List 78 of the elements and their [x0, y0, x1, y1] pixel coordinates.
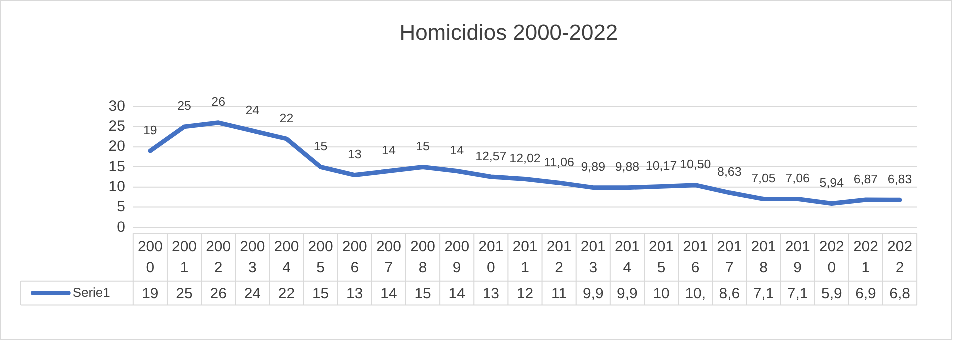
text: 6,83: [888, 172, 912, 186]
data-label: 13: [346, 285, 364, 302]
text: 19: [144, 123, 158, 138]
data-label: 13: [482, 285, 500, 302]
x-tick-label: 2008: [410, 238, 436, 277]
text: 11,06: [544, 155, 574, 170]
data-label: 12: [516, 285, 534, 302]
data-label: 14: [448, 285, 466, 302]
x-tick-label: 2007: [376, 238, 402, 277]
text: 7,05: [752, 172, 776, 186]
data-label: 6,8: [890, 285, 910, 302]
data-label: 26: [210, 285, 227, 302]
data-label: 19: [142, 285, 159, 302]
x-tick-label: 2000: [138, 238, 163, 277]
text: 9,89: [581, 160, 606, 174]
data-label: 9,9: [617, 285, 638, 302]
data-label: 15: [414, 285, 432, 302]
data-label: 6,9: [856, 285, 876, 302]
data-label: 10: [653, 285, 670, 302]
text: 7,06: [786, 172, 810, 186]
x-tick-label: 2016: [683, 238, 708, 277]
text: 14: [382, 144, 396, 158]
data-label: 14: [380, 285, 398, 302]
x-tick-label: 2018: [751, 238, 776, 277]
data-label: 5,9: [821, 285, 842, 302]
text: 6,87: [854, 172, 878, 186]
data-label: 7,1: [753, 285, 774, 302]
text: 10,17: [646, 159, 678, 173]
text: 12,57: [476, 149, 507, 164]
x-tick-label: 2019: [785, 238, 810, 277]
data-label: 22: [278, 285, 296, 302]
data-label: 25: [176, 285, 193, 302]
text: 13: [348, 148, 362, 162]
legend-label: Serie1: [72, 284, 110, 300]
text: 15: [416, 140, 430, 154]
data-label: 9,9: [582, 285, 604, 302]
y-tick-label: 15: [108, 158, 126, 176]
data-label: 8,6: [719, 285, 740, 302]
x-tick-label: 2002: [206, 238, 232, 277]
text: 25: [178, 99, 192, 114]
x-tick-label: 2022: [888, 238, 913, 277]
x-tick-label: 2011: [512, 238, 538, 277]
chart-title: Homicidios 2000-2022: [400, 20, 618, 46]
x-tick-label: 2017: [717, 238, 742, 277]
x-tick-label: 2001: [172, 238, 198, 277]
text: 24: [246, 103, 260, 118]
x-tick-label: 2010: [478, 238, 504, 277]
x-tick-label: 2014: [614, 238, 640, 277]
text: 22: [280, 111, 294, 126]
y-tick-label: 30: [108, 98, 126, 115]
x-tick-label: 2020: [819, 238, 844, 277]
data-label: 11: [552, 285, 568, 302]
x-tick-label: 2003: [240, 238, 266, 277]
text: 10,50: [680, 158, 712, 172]
y-tick-label: 20: [108, 138, 126, 156]
x-tick-label: 2009: [444, 238, 470, 277]
text: 8,63: [718, 165, 742, 180]
y-tick-label: 10: [108, 178, 126, 196]
data-label: 7,1: [787, 285, 808, 302]
data-label: 10,: [685, 285, 706, 302]
text: 14: [450, 144, 464, 158]
y-tick-label: 5: [117, 198, 126, 216]
x-tick-label: 2021: [853, 238, 878, 277]
x-tick-label: 2006: [342, 238, 368, 277]
data-label: 15: [312, 285, 330, 302]
x-tick-label: 2004: [274, 238, 300, 277]
text: 26: [212, 95, 226, 110]
text: 12,02: [510, 152, 541, 166]
x-tick-label: 2015: [649, 238, 674, 277]
y-tick-label: 25: [108, 118, 126, 136]
x-tick-label: 2005: [308, 238, 334, 277]
data-label: 24: [244, 285, 261, 302]
text: 9,88: [615, 160, 640, 174]
text: 5,94: [820, 176, 844, 190]
y-tick-label: 0: [117, 218, 126, 236]
x-tick-label: 2012: [546, 238, 572, 277]
x-tick-label: 2013: [580, 238, 606, 277]
text: 15: [314, 140, 328, 154]
